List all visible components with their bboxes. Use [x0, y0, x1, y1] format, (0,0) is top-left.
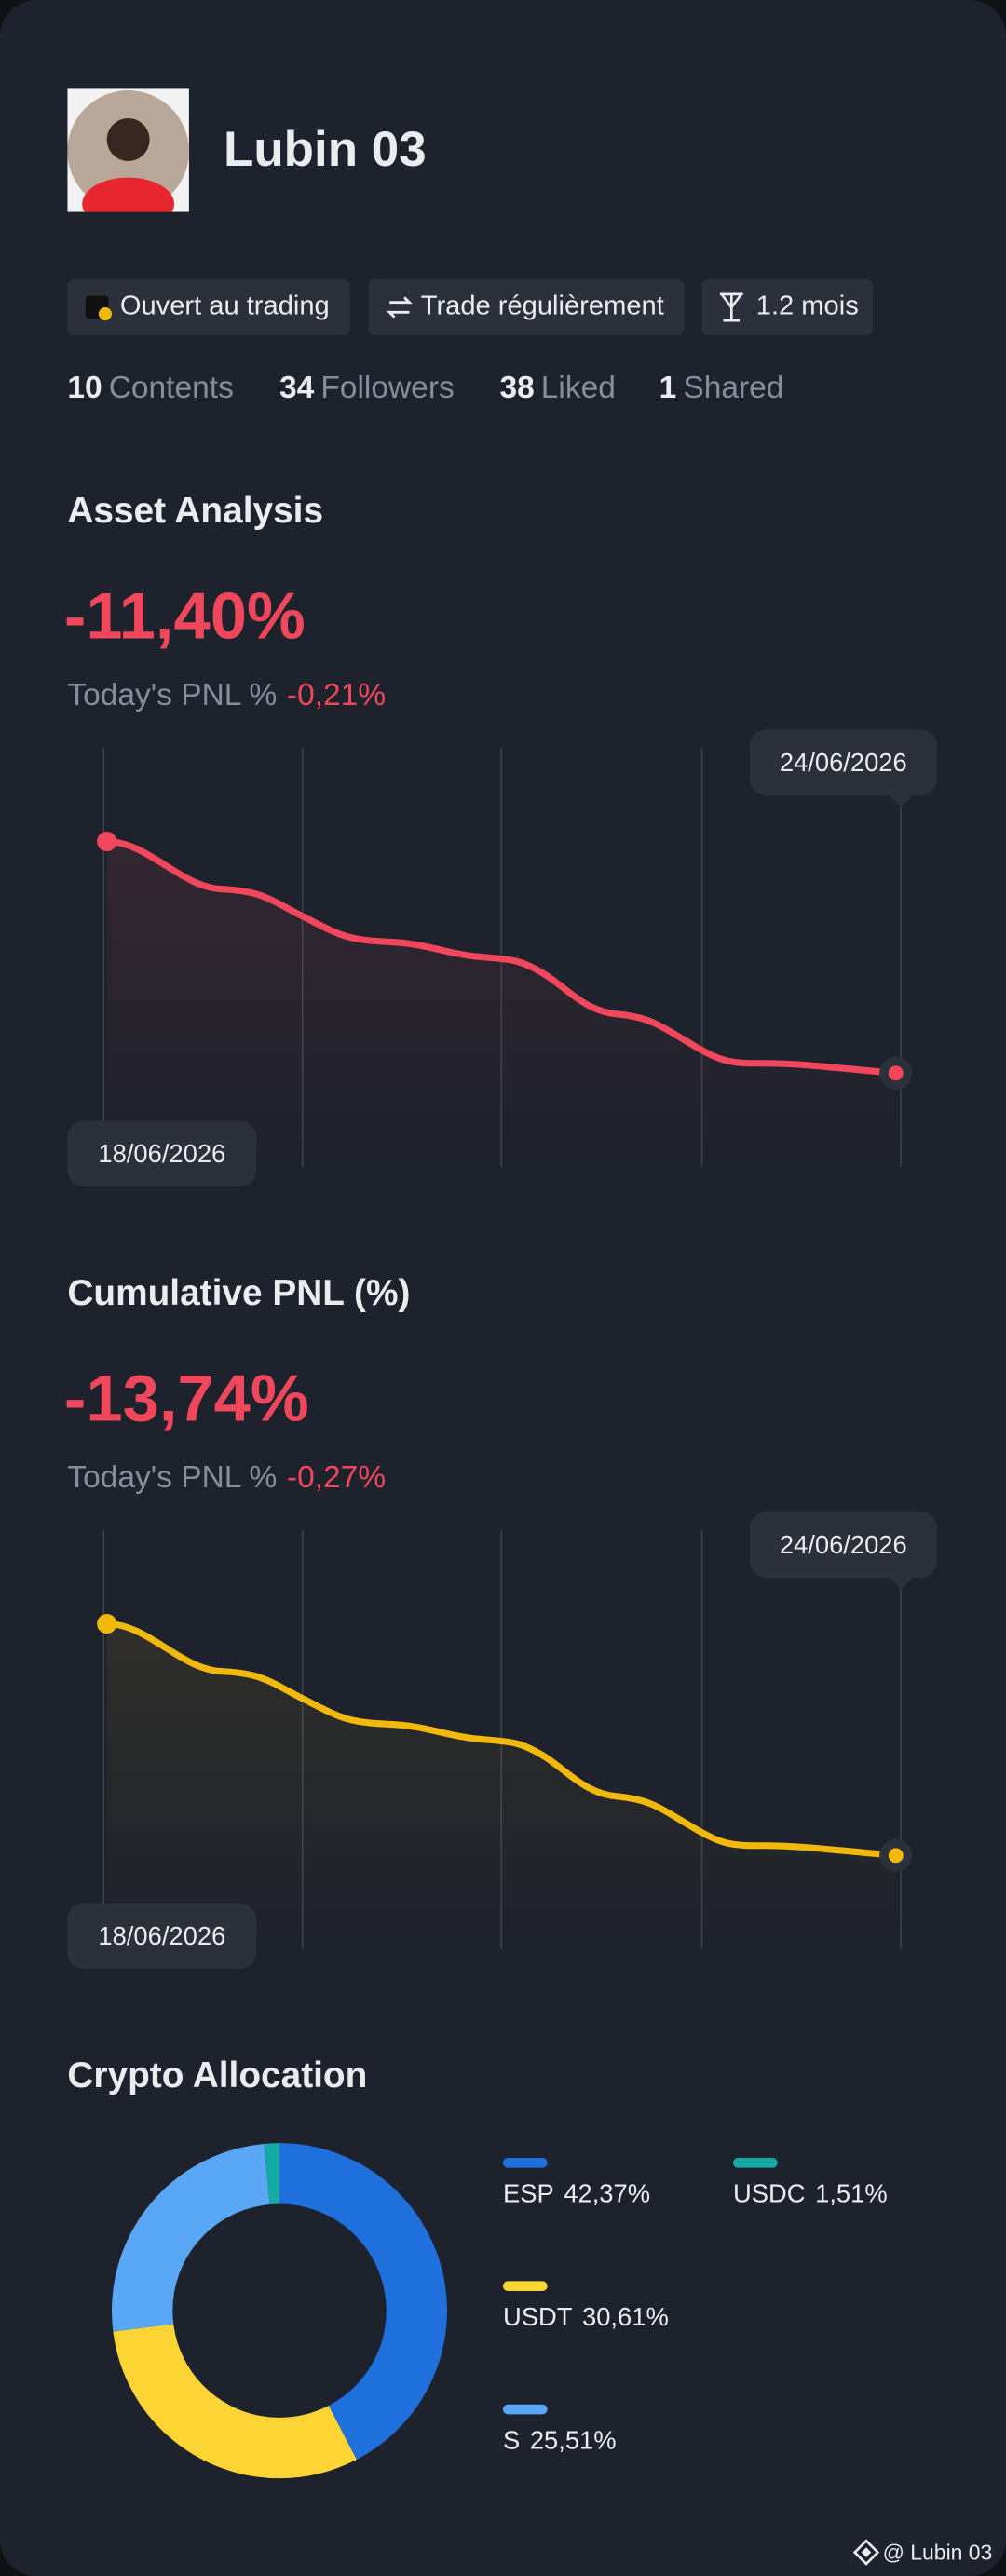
legend-name: USDT	[503, 2302, 573, 2331]
tag-chip	[67, 279, 350, 335]
stat-label: Shared	[683, 371, 783, 405]
today-pnl-label: Today's PNL %	[67, 678, 277, 712]
stat-label: Liked	[541, 371, 616, 405]
donut-segment	[112, 2143, 447, 2479]
legend-value: 30,61%	[582, 2302, 669, 2331]
end-date: 24/06/2026	[780, 748, 907, 777]
tooltip-pointer	[889, 795, 913, 807]
footer-logo	[852, 2539, 880, 2566]
tag-label: Trade régulièrement	[421, 291, 664, 321]
legend-swatch	[503, 2404, 548, 2415]
pnl-section: Asset Analysis -11,40% Today's PNL % -0,21%…	[64, 491, 937, 1187]
tag-label: Ouvert au trading	[120, 291, 330, 321]
pnl-section: Cumulative PNL (%) -13,74% Today's PNL % -0…	[64, 1273, 937, 1970]
section-title: Asset Analysis	[67, 491, 323, 531]
stat: 10 Contents	[67, 371, 233, 405]
legend-value: 1,51%	[815, 2179, 888, 2208]
tag-label: 1.2 mois	[756, 291, 859, 321]
today-pnl: Today's PNL % -0,27%	[67, 1460, 386, 1495]
legend-entry: ESP 42,37%	[503, 2179, 650, 2208]
tag-icon	[98, 307, 112, 321]
legend-entry: USDC 1,51%	[733, 2179, 888, 2208]
start-date: 18/06/2026	[98, 1139, 225, 1168]
legend-swatch	[503, 2281, 548, 2291]
end-date: 24/06/2026	[780, 1530, 907, 1559]
stat-label: Contents	[109, 371, 234, 405]
profile-name: Lubin 03	[224, 122, 427, 177]
today-pnl-label: Today's PNL %	[67, 1460, 277, 1495]
legend-name: ESP	[503, 2179, 554, 2208]
pnl-value: -11,40%	[64, 579, 306, 653]
stat-value: 38	[499, 371, 534, 405]
donut-segment	[112, 2143, 447, 2479]
avatar	[67, 88, 189, 212]
tag-icon	[719, 292, 743, 322]
tag-icon	[386, 296, 413, 319]
legend-entry: USDT 30,61%	[503, 2302, 669, 2331]
today-pnl: Today's PNL % -0,21%	[67, 678, 386, 712]
footer-handle: @ Lubin 03	[883, 2540, 993, 2564]
tooltip	[749, 729, 937, 796]
chart-end-point	[888, 1848, 904, 1864]
stat-label: Followers	[320, 371, 454, 405]
legend-entry: S 25,51%	[503, 2426, 617, 2455]
stat: 34 Followers	[279, 371, 455, 405]
stat-value: 1	[659, 371, 677, 405]
tooltip	[67, 1903, 257, 1970]
tag-chip	[368, 279, 685, 335]
chart-line	[103, 1620, 900, 1859]
legend-swatch	[733, 2158, 778, 2168]
pnl-value: -13,74%	[64, 1362, 309, 1435]
tooltip	[67, 1120, 257, 1187]
chart-area	[106, 841, 896, 1167]
chart-start-point	[97, 1613, 117, 1634]
section-title: Crypto Allocation	[67, 2055, 367, 2095]
tag-chip	[701, 279, 874, 335]
legend: ESP 42,37% USDT 30,61% S 25,51% USDC 1,51%	[503, 2158, 888, 2455]
today-pnl-value: -0,21%	[287, 678, 386, 712]
donut-segment	[112, 2143, 447, 2479]
tooltip	[749, 1512, 937, 1579]
chart-area	[106, 1623, 896, 1949]
legend-value: 25,51%	[530, 2426, 617, 2455]
section-title: Cumulative PNL (%)	[67, 1273, 410, 1313]
legend-value: 42,37%	[564, 2179, 650, 2208]
stat-value: 34	[279, 371, 315, 405]
stat: 38 Liked	[499, 371, 615, 405]
legend-swatch	[503, 2158, 548, 2168]
tooltip-pointer	[889, 1578, 913, 1590]
stat-value: 10	[67, 371, 102, 405]
chart-line	[103, 837, 900, 1077]
start-date: 18/06/2026	[98, 1921, 225, 1950]
legend-name: USDC	[733, 2179, 805, 2208]
legend-name: S	[503, 2426, 520, 2455]
chart-end-point	[888, 1065, 904, 1081]
donut-chart	[112, 2143, 447, 2479]
stat: 1 Shared	[659, 371, 784, 405]
today-pnl-value: -0,27%	[287, 1460, 386, 1495]
chart-start-point	[97, 831, 117, 852]
